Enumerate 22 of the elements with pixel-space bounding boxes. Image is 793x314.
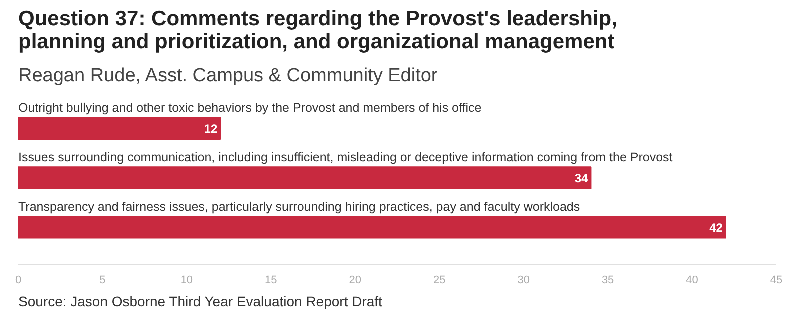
- bar: [18, 166, 592, 190]
- data-label: 12: [204, 122, 218, 136]
- data-label: 42: [710, 220, 724, 235]
- bar: [18, 216, 726, 239]
- y-tick-label: Outright bullying and other toxic behaviors by the Provost and members of his office: [18, 101, 482, 116]
- chart-subtitle: Reagan Rude, Asst. Campus & Community Editor: [18, 66, 438, 86]
- x-tick-label: 25: [433, 274, 446, 286]
- x-tick-label: 30: [518, 274, 530, 286]
- y-tick-label: Issues surrounding communication, including insufficient, misleading or deceptive information coming from the Provost: [18, 150, 674, 165]
- x-tick-label: 5: [100, 274, 106, 286]
- chart-title: Question 37: Comments regarding the Provost's leadership, planning and prioritization, and organizational management: [18, 8, 618, 54]
- x-tick-label: 45: [770, 274, 783, 286]
- bar: [18, 117, 222, 140]
- data-label: 34: [574, 172, 589, 186]
- x-tick-label: 40: [686, 274, 698, 286]
- y-tick-label: Transparency and fairness issues, particularly surrounding hiring practices, pay and faculty workloads: [18, 200, 580, 214]
- x-tick-label: 0: [15, 274, 22, 286]
- source-note: Source: Jason Osborne Third Year Evaluation Report Draft: [18, 294, 383, 310]
- x-tick-label: 10: [180, 274, 194, 286]
- x-tick-label: 20: [349, 274, 362, 286]
- x-tick-label: 35: [602, 274, 614, 286]
- x-tick-label: 15: [265, 274, 278, 286]
